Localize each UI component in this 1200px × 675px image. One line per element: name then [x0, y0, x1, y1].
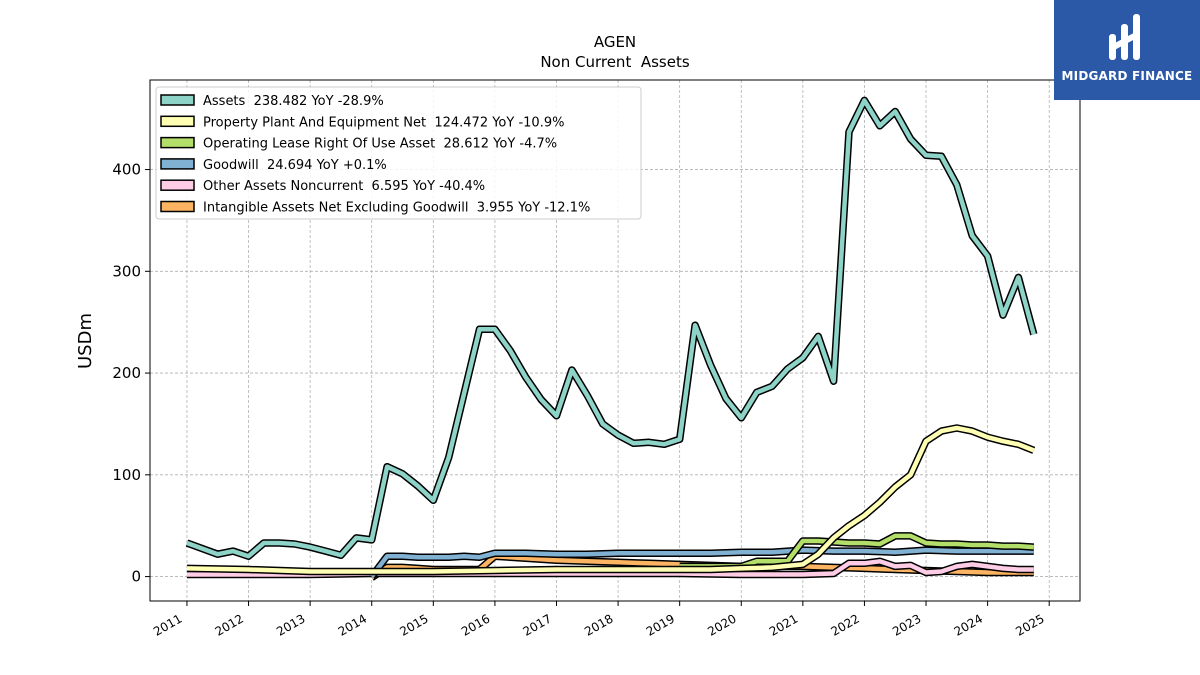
x-tick-label: 2025	[1013, 611, 1046, 638]
x-tick-label: 2019	[644, 611, 677, 638]
legend-swatch	[160, 136, 195, 149]
x-tick-label: 2024	[952, 611, 985, 638]
y-tick-label: 0	[131, 568, 141, 586]
legend-swatch	[160, 94, 195, 106]
legend-label: Property Plant And Equipment Net 124.472…	[203, 115, 564, 130]
legend-box	[155, 86, 642, 220]
series-assets	[185, 96, 1038, 560]
brand-name: MIDGARD FINANCE	[1061, 69, 1193, 83]
legend-label: Goodwill 24.694 YoY +0.1%	[203, 158, 387, 173]
y-axis-label: USDm	[75, 313, 96, 369]
y-tick-label: 400	[112, 161, 141, 179]
x-tick-label: 2022	[828, 611, 861, 638]
x-tick-label: 2013	[274, 611, 307, 638]
legend: Assets 238.482 YoY -28.9% Property Plant …	[155, 86, 642, 220]
legend-label: Other Assets Noncurrent 6.595 YoY -40.4%	[203, 179, 485, 194]
x-tick-label: 2011	[151, 611, 184, 638]
chart-title: AGEN	[594, 33, 636, 51]
y-tick-label: 300	[112, 262, 141, 280]
legend-label: Operating Lease Right Of Use Asset 28.61…	[203, 137, 557, 152]
series-line	[369, 547, 1034, 578]
x-tick-label: 2016	[459, 611, 492, 638]
legend-label: Intangible Assets Net Excluding Goodwill…	[203, 201, 590, 216]
midgard-logo-icon	[1109, 14, 1140, 60]
legend-swatch	[160, 179, 195, 191]
series-line	[186, 98, 1036, 559]
legend-swatch	[160, 115, 195, 128]
legend-swatch	[160, 200, 195, 213]
x-tick-label: 2017	[521, 611, 554, 638]
y-tick-label: 200	[112, 364, 141, 382]
series-line	[186, 425, 1035, 574]
plot-frame	[149, 79, 1081, 602]
x-tick-label: 2014	[336, 611, 369, 638]
x-tick-label: 2021	[767, 611, 800, 638]
series-goodwill	[368, 546, 1034, 579]
legend-label: Assets 238.482 YoY -28.9%	[203, 94, 384, 109]
series-property-plant-and-equipment-net	[186, 424, 1036, 576]
brand-logo: MIDGARD FINANCE	[1054, 0, 1200, 100]
legend-swatch	[160, 158, 195, 170]
x-tick-label: 2018	[582, 611, 615, 638]
series-lines	[185, 96, 1038, 581]
chart-subtitle: Non Current Assets	[540, 53, 690, 71]
x-tick-label: 2015	[397, 611, 430, 638]
y-tick-label: 100	[112, 466, 141, 484]
x-tick-label: 2020	[705, 611, 738, 638]
x-tick-label: 2023	[890, 611, 923, 638]
x-tick-label: 2012	[213, 611, 246, 638]
